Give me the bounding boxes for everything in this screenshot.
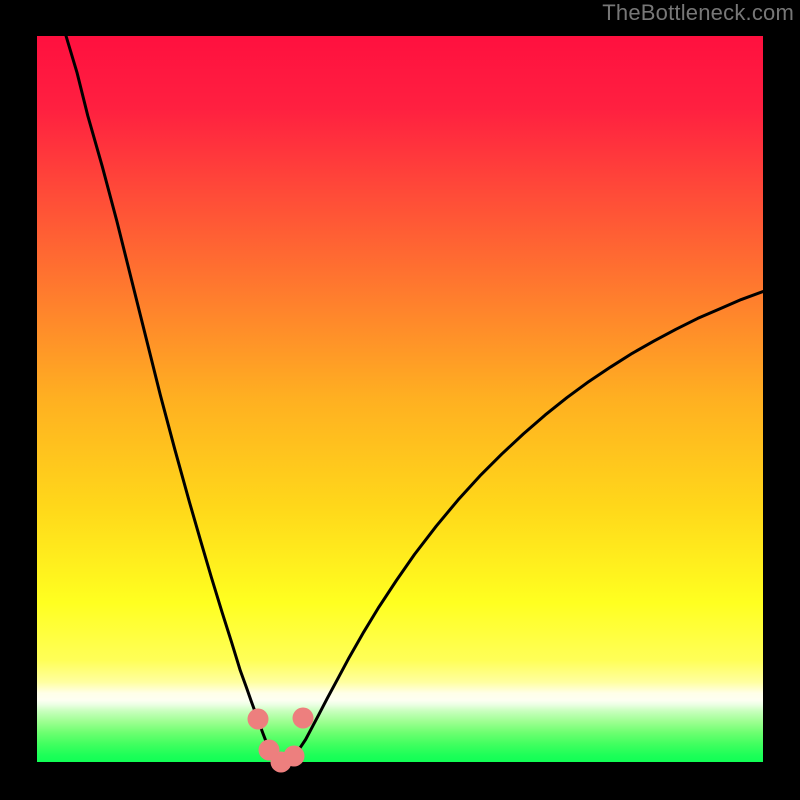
bottleneck-chart: TheBottleneck.com <box>0 0 800 800</box>
curve-marker <box>292 708 313 729</box>
plot-area <box>37 36 763 762</box>
curve-marker <box>247 709 268 730</box>
curve-markers <box>37 36 763 762</box>
curve-marker <box>284 745 305 766</box>
watermark-text: TheBottleneck.com <box>602 0 794 26</box>
